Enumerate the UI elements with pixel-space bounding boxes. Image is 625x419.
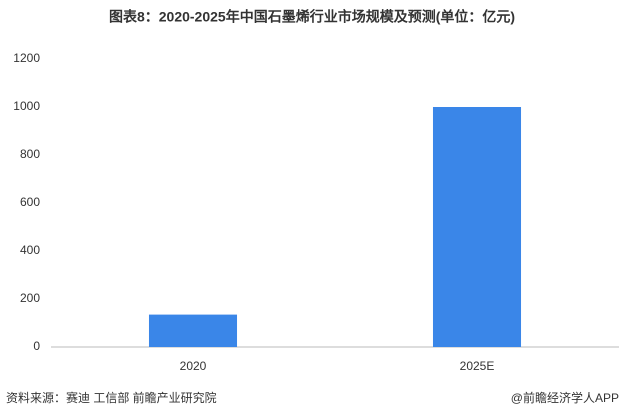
chart-title: 图表8：2020-2025年中国石墨烯行业市场规模及预测(单位：亿元) [109,9,515,25]
credit: @前瞻经济学人APP [511,390,619,405]
y-tick-label: 0 [33,339,40,353]
y-tick-label: 1000 [13,99,40,113]
y-tick-label: 200 [20,291,40,305]
y-tick-label: 1200 [13,51,40,65]
x-tick-label: 2020 [180,359,207,373]
x-tick-label: 2025E [460,359,495,373]
bar [148,314,238,347]
y-tick-label: 400 [20,243,40,257]
y-tick-label: 800 [20,147,40,161]
source-note: 资料来源：赛迪 工信部 前瞻产业研究院 [6,390,217,405]
bar [432,107,522,347]
y-tick-label: 600 [20,195,40,209]
